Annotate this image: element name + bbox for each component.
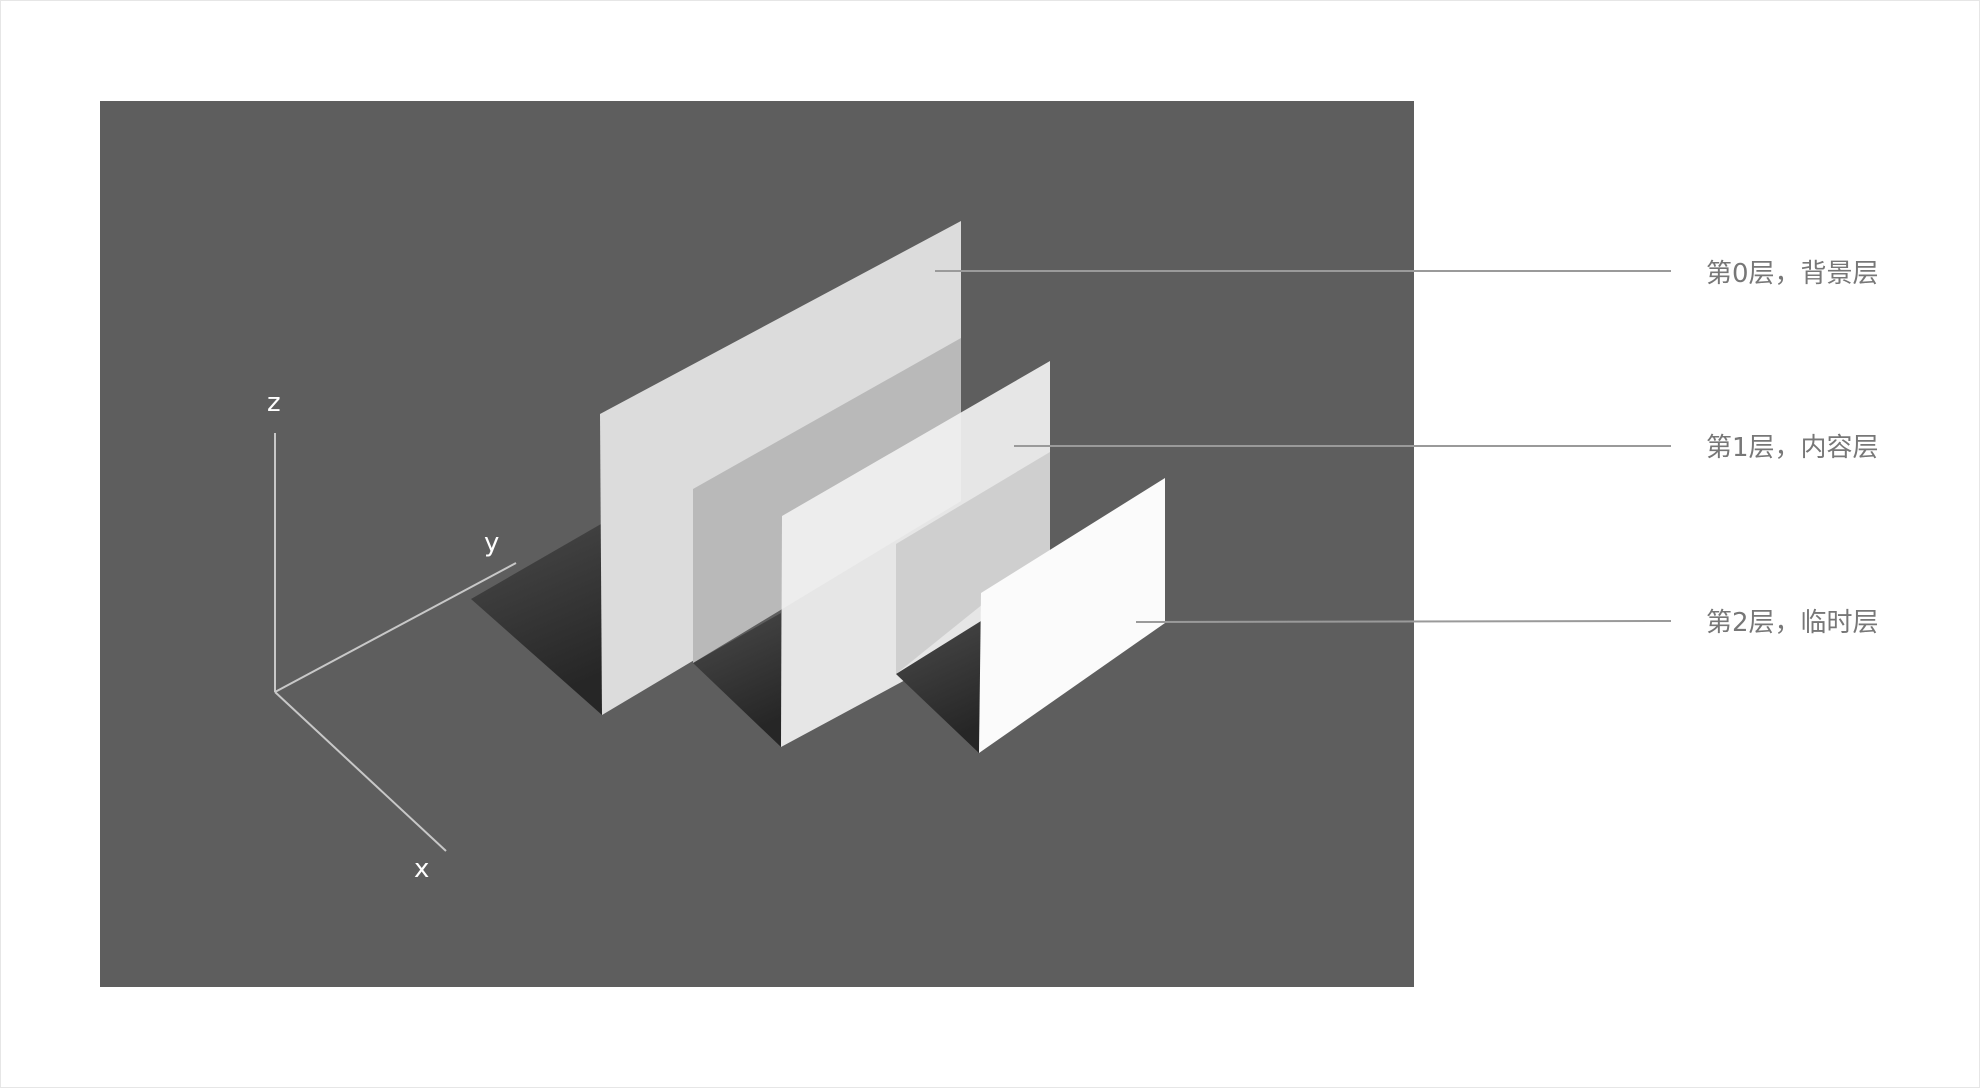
layer-1-shadow	[693, 613, 781, 747]
layer-labels: 第0层，背景层 第1层，内容层 第2层，临时层	[1706, 259, 1879, 638]
layer-0-shadow	[471, 524, 602, 715]
layer-1-plane-group	[693, 338, 1050, 747]
z-axis-label: z	[267, 388, 281, 418]
axes: z y x	[267, 388, 517, 884]
layer-2-label: 第2层，临时层	[1706, 608, 1879, 638]
leader-lines	[935, 270, 1672, 623]
layer-2-plane-group	[896, 478, 1165, 753]
layer-2-shadow	[896, 621, 981, 753]
y-axis-label: y	[484, 528, 499, 558]
layer-2-plane	[979, 478, 1165, 753]
layer-1-label: 第1层，内容层	[1706, 433, 1879, 463]
layer-1-mid-overlap	[896, 452, 1050, 674]
layer-0-label: 第0层，背景层	[1706, 259, 1879, 289]
x-axis-label: x	[414, 854, 429, 884]
x-axis-line	[274, 691, 447, 852]
layer-2-leader-line	[1135, 620, 1672, 623]
y-axis-line	[274, 562, 517, 693]
